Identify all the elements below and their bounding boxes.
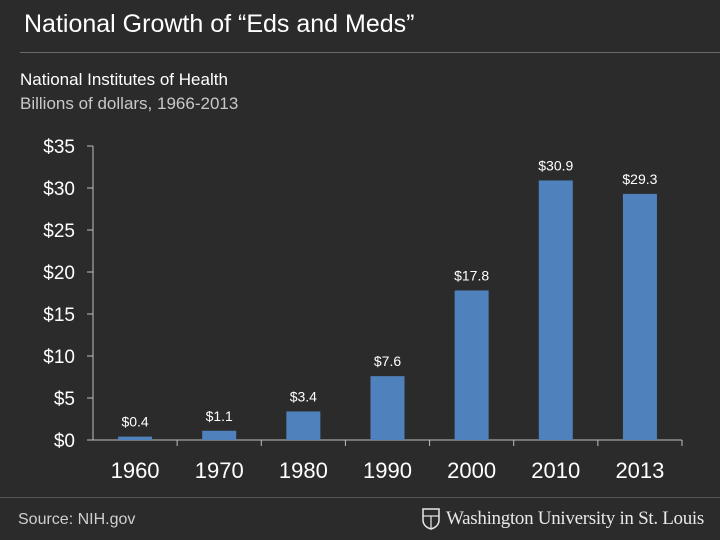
bar-data-label: $17.8 [454,267,489,283]
footer-divider [0,497,720,498]
logo-text: Washington University in St. Louis [446,508,704,529]
x-tick-label: 2010 [531,458,580,483]
bar-data-label: $30.9 [538,157,573,173]
x-tick-label: 2000 [447,458,496,483]
y-tick-label: $35 [43,137,75,158]
y-tick-label: $10 [43,347,75,368]
y-tick-label: $0 [54,431,75,452]
x-tick-label: 1980 [279,458,328,483]
bar [622,193,657,440]
slide-title: National Growth of “Eds and Meds” [24,10,415,38]
x-tick-label: 1990 [363,458,412,483]
bar-data-label: $3.4 [290,388,317,404]
bar [538,180,573,440]
bar-data-label: $1.1 [206,408,233,424]
bar [202,430,237,440]
shield-icon [422,508,440,530]
y-tick-label: $15 [43,305,75,326]
bar [118,436,153,440]
bar-data-label: $0.4 [121,414,148,430]
y-tick-label: $20 [43,263,75,284]
y-tick-label: $25 [43,221,75,242]
y-tick-label: $30 [43,179,75,200]
chart-title: National Institutes of Health [20,70,228,89]
university-logo: Washington University in St. Louis [422,508,704,530]
bar [454,290,489,440]
x-tick-label: 2013 [615,458,664,483]
bar [286,411,321,440]
chart-subtitle: Billions of dollars, 1966-2013 [20,94,239,113]
y-tick-label: $5 [54,389,75,410]
bar-chart: $0 $5 $10 $15 $20 $25 $30 $35 $0.4 1960 $1.1 1970 $3… [43,137,683,483]
bar-data-label: $7.6 [374,353,401,369]
title-divider [20,52,720,53]
bar-data-label: $29.3 [622,171,657,187]
x-tick-label: 1970 [195,458,244,483]
x-tick-label: 1960 [111,458,160,483]
bar [370,376,405,440]
source-note: Source: NIH.gov [18,511,136,528]
